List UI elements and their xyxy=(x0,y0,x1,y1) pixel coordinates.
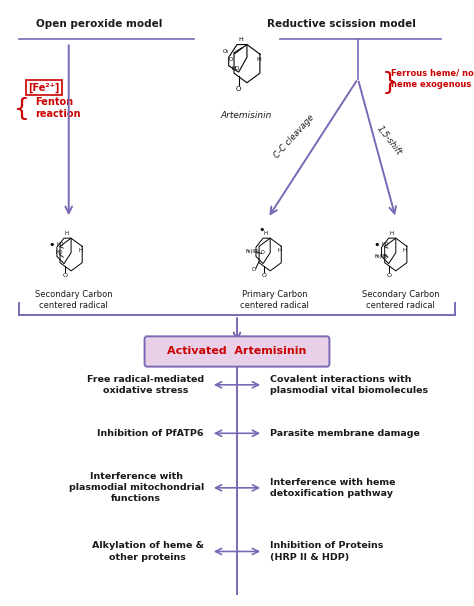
Text: •: • xyxy=(258,225,265,235)
Text: Artemisinin: Artemisinin xyxy=(221,111,272,119)
Text: Covalent interactions with
plasmodial vital biomolecules: Covalent interactions with plasmodial vi… xyxy=(270,375,428,395)
Text: HO: HO xyxy=(231,67,239,72)
Text: Interference with
plasmodial mitochondrial
functions: Interference with plasmodial mitochondri… xyxy=(69,472,204,504)
Text: O: O xyxy=(62,273,67,278)
Text: HO: HO xyxy=(382,242,389,247)
Text: {: { xyxy=(376,68,392,92)
Text: H: H xyxy=(403,248,407,253)
Text: H: H xyxy=(78,248,82,253)
Text: H: H xyxy=(238,37,243,42)
Text: C-C cleavage: C-C cleavage xyxy=(272,113,316,160)
Text: Primary Carbon
centered radical: Primary Carbon centered radical xyxy=(240,290,310,310)
Text: O: O xyxy=(229,57,233,62)
Text: •: • xyxy=(374,239,380,250)
Text: Free radical-mediated
oxidative stress: Free radical-mediated oxidative stress xyxy=(87,375,204,395)
Text: O: O xyxy=(261,250,264,255)
Text: HO: HO xyxy=(56,250,64,255)
Text: Ferrous heme/ non-
heme exogenous Fe²⁺: Ferrous heme/ non- heme exogenous Fe²⁺ xyxy=(391,68,474,89)
Text: Alkylation of heme &
other proteins: Alkylation of heme & other proteins xyxy=(92,541,204,562)
Text: {: { xyxy=(14,97,30,121)
Text: Inhibition of Proteins
(HRP II & HDP): Inhibition of Proteins (HRP II & HDP) xyxy=(270,541,383,562)
Text: •: • xyxy=(49,239,55,250)
Text: H: H xyxy=(256,57,261,62)
Text: Fe(III): Fe(III) xyxy=(246,249,259,255)
Text: O: O xyxy=(236,86,241,92)
Text: O₂: O₂ xyxy=(223,50,229,55)
Text: H: H xyxy=(65,231,69,236)
Text: O: O xyxy=(261,273,266,278)
Text: Inhibition of PfATP6: Inhibition of PfATP6 xyxy=(97,429,204,438)
Text: Interference with heme
detoxification pathway: Interference with heme detoxification pa… xyxy=(270,478,396,498)
Text: H: H xyxy=(264,231,268,236)
Text: Fenton
reaction: Fenton reaction xyxy=(36,97,81,119)
Text: H: H xyxy=(390,231,393,236)
Text: [Fe²⁺]: [Fe²⁺] xyxy=(28,83,60,93)
Text: Open peroxide model: Open peroxide model xyxy=(36,19,163,29)
Text: O: O xyxy=(252,267,256,273)
Text: Parasite membrane damage: Parasite membrane damage xyxy=(270,429,420,438)
Text: Secondary Carbon
centered radical: Secondary Carbon centered radical xyxy=(362,290,439,310)
Text: 1,5-shift: 1,5-shift xyxy=(374,124,403,157)
Text: Fe(III): Fe(III) xyxy=(374,254,389,259)
FancyBboxPatch shape xyxy=(145,336,329,367)
Text: O: O xyxy=(387,273,392,278)
Text: Reductive scission model: Reductive scission model xyxy=(267,19,416,29)
Text: H: H xyxy=(277,248,282,253)
Text: HO: HO xyxy=(57,242,64,247)
Text: Activated  Artemisinin: Activated Artemisinin xyxy=(167,347,307,356)
Text: Secondary Carbon
centered radical: Secondary Carbon centered radical xyxy=(35,290,112,310)
